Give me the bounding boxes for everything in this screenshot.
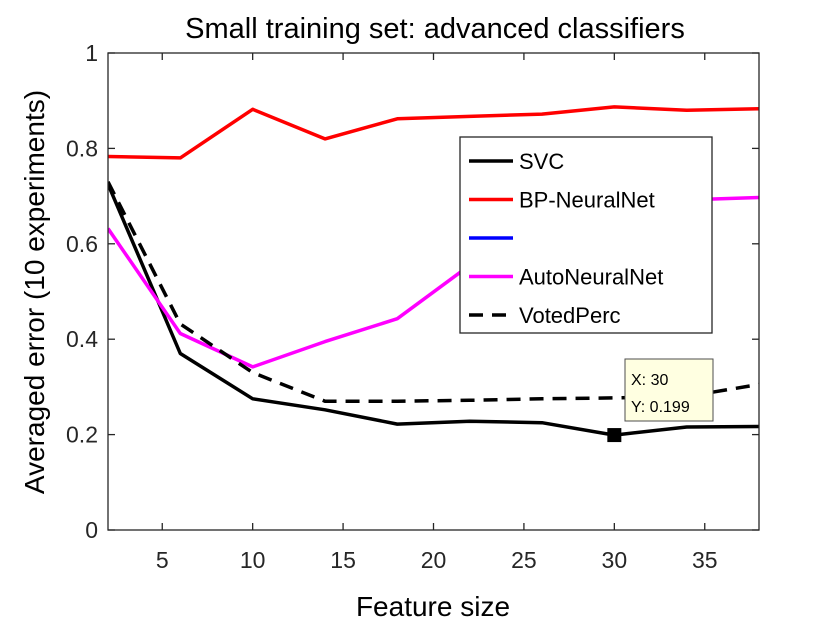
x-tick-label: 5 (156, 547, 169, 573)
y-axis-label: Averaged error (10 experiments) (19, 90, 50, 494)
x-axis-label: Feature size (356, 591, 510, 622)
y-tick-label: 0.4 (66, 326, 98, 352)
y-tick-label: 0.6 (66, 231, 98, 257)
x-tick-label: 15 (330, 547, 356, 573)
x-tick-label: 20 (421, 547, 447, 573)
x-tick-label: 10 (240, 547, 266, 573)
axes-layer: 5 10 15 20 25 30 35 0 0.2 0.4 0.6 0.8 1 (66, 40, 760, 573)
legend-label: BP-NeuralNet (519, 188, 655, 213)
y-tick-label: 0 (85, 517, 98, 543)
datatip-y: Y: 0.199 (631, 399, 690, 416)
series-line-bp-neuralnet (108, 105, 759, 160)
legend-box (459, 136, 713, 334)
x-tick-label: 25 (511, 547, 537, 573)
datatip-marker (607, 428, 622, 443)
y-tick-label: 1 (85, 40, 98, 66)
legend-label: SVC (519, 149, 564, 174)
series-line-svc (108, 183, 759, 437)
data-tip: X: 30 Y: 0.199 (607, 358, 714, 443)
x-tick-label: 35 (692, 547, 718, 573)
y-tick-label: 0.8 (66, 135, 98, 161)
legend: SVC BP-NeuralNet AutoNeuralNet VotedPerc (459, 136, 713, 334)
x-tick-label: 30 (602, 547, 628, 573)
legend-label: AutoNeuralNet (519, 265, 663, 290)
legend-label: VotedPerc (519, 303, 621, 328)
chart-title: Small training set: advanced classifiers (185, 13, 685, 45)
datatip-x: X: 30 (631, 372, 668, 389)
y-tick-label: 0.2 (66, 422, 98, 448)
datatip-box (624, 358, 714, 422)
